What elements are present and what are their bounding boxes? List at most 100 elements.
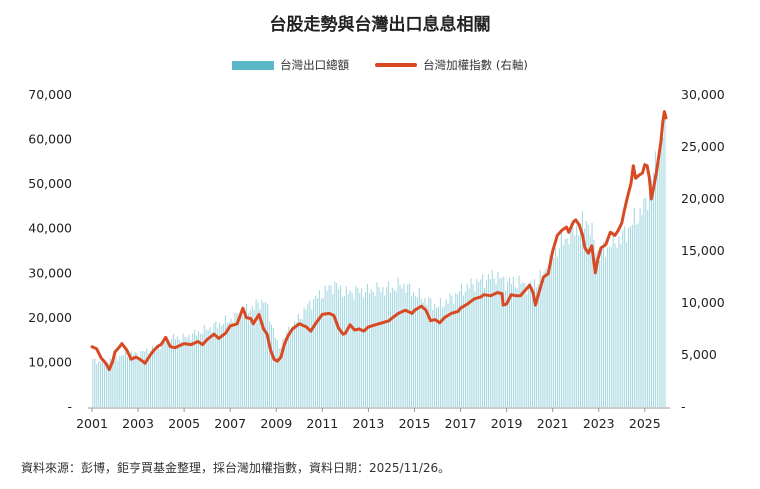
export-bar xyxy=(526,294,528,407)
export-bar xyxy=(128,356,130,407)
export-bar xyxy=(148,353,150,407)
export-bar xyxy=(512,277,514,407)
export-bar xyxy=(541,277,543,407)
export-bar xyxy=(257,302,259,407)
export-bar xyxy=(359,293,361,407)
export-bar xyxy=(455,293,457,407)
export-bar xyxy=(336,283,338,407)
export-bar xyxy=(576,225,578,407)
y-left-tick-label: 60,000 xyxy=(28,132,72,147)
export-bar xyxy=(643,198,645,407)
export-bar xyxy=(568,244,570,407)
export-bar xyxy=(395,291,397,407)
export-bar xyxy=(403,283,405,407)
export-bar xyxy=(251,306,253,407)
y-right-tick-label: 30,000 xyxy=(681,87,725,102)
export-bar xyxy=(578,235,580,407)
export-bar xyxy=(555,248,557,407)
export-bar xyxy=(357,288,359,407)
export-bar xyxy=(581,211,583,407)
export-bar xyxy=(194,329,196,407)
export-bar xyxy=(457,294,459,407)
export-bar xyxy=(203,324,205,407)
export-bar xyxy=(324,285,326,407)
export-bar xyxy=(111,359,113,407)
export-bar xyxy=(155,345,157,407)
export-bar xyxy=(215,321,217,407)
y-left-tick-label: 50,000 xyxy=(28,176,72,191)
export-bar xyxy=(301,319,303,407)
export-bar xyxy=(130,351,132,407)
export-bar xyxy=(411,296,413,407)
export-bar xyxy=(514,286,516,407)
export-bar xyxy=(126,356,128,407)
export-bar xyxy=(197,331,200,407)
export-bar xyxy=(303,307,305,407)
export-bar xyxy=(299,318,301,407)
y-left-tick-label: - xyxy=(67,399,72,414)
export-bar xyxy=(165,342,167,407)
export-bar xyxy=(340,285,342,407)
export-bar xyxy=(610,247,612,407)
export-bar xyxy=(436,307,438,407)
export-bar xyxy=(238,319,240,407)
export-bar xyxy=(391,287,393,407)
export-bar xyxy=(293,321,296,407)
y-right-tick-label: - xyxy=(681,399,686,414)
export-bar xyxy=(660,131,662,407)
export-bar xyxy=(574,235,576,407)
export-bar xyxy=(184,336,186,407)
export-bar xyxy=(382,286,384,407)
export-bar xyxy=(372,291,374,407)
export-bar xyxy=(426,304,428,407)
export-bar xyxy=(595,253,597,407)
legend-swatch-line xyxy=(375,63,418,67)
export-bar xyxy=(430,298,432,407)
y-right-tick-label: 15,000 xyxy=(681,243,725,258)
export-bar xyxy=(466,284,468,407)
export-bar xyxy=(105,362,107,407)
export-bar xyxy=(445,299,447,407)
export-bar xyxy=(297,313,299,407)
x-tick-label: 2025 xyxy=(629,416,661,431)
export-bar xyxy=(505,290,507,407)
export-bar xyxy=(470,278,472,407)
export-bar xyxy=(253,309,255,407)
export-bar xyxy=(146,348,148,407)
export-bar xyxy=(119,355,121,407)
export-bar xyxy=(476,279,478,407)
export-bar xyxy=(439,297,441,407)
export-bar xyxy=(616,247,618,407)
export-bar xyxy=(627,227,630,407)
export-bar xyxy=(100,361,102,407)
export-bar xyxy=(472,284,474,407)
export-bar xyxy=(341,297,344,407)
export-bar xyxy=(474,291,476,407)
export-bar xyxy=(221,325,223,407)
export-bar xyxy=(282,338,284,407)
export-bar xyxy=(453,303,455,407)
export-bar xyxy=(209,327,211,407)
export-bar xyxy=(424,298,426,407)
export-bar xyxy=(355,286,357,407)
export-bar xyxy=(649,184,651,407)
export-bar xyxy=(553,258,555,407)
export-bar xyxy=(370,289,372,407)
export-bar xyxy=(292,326,294,407)
x-tick-label: 2005 xyxy=(168,416,200,431)
export-bar xyxy=(171,338,173,407)
export-bar xyxy=(585,221,587,407)
export-bar xyxy=(261,299,263,407)
legend-swatch-bars xyxy=(232,60,275,70)
export-bar xyxy=(309,300,311,407)
export-bar xyxy=(255,298,257,407)
x-tick-label: 2013 xyxy=(352,416,384,431)
export-bar xyxy=(407,284,409,407)
export-bar xyxy=(276,339,278,407)
export-bar xyxy=(178,339,180,407)
export-bar xyxy=(236,313,238,407)
export-bar xyxy=(491,270,493,407)
x-tick-label: 2023 xyxy=(583,416,615,431)
export-bar xyxy=(635,224,637,407)
